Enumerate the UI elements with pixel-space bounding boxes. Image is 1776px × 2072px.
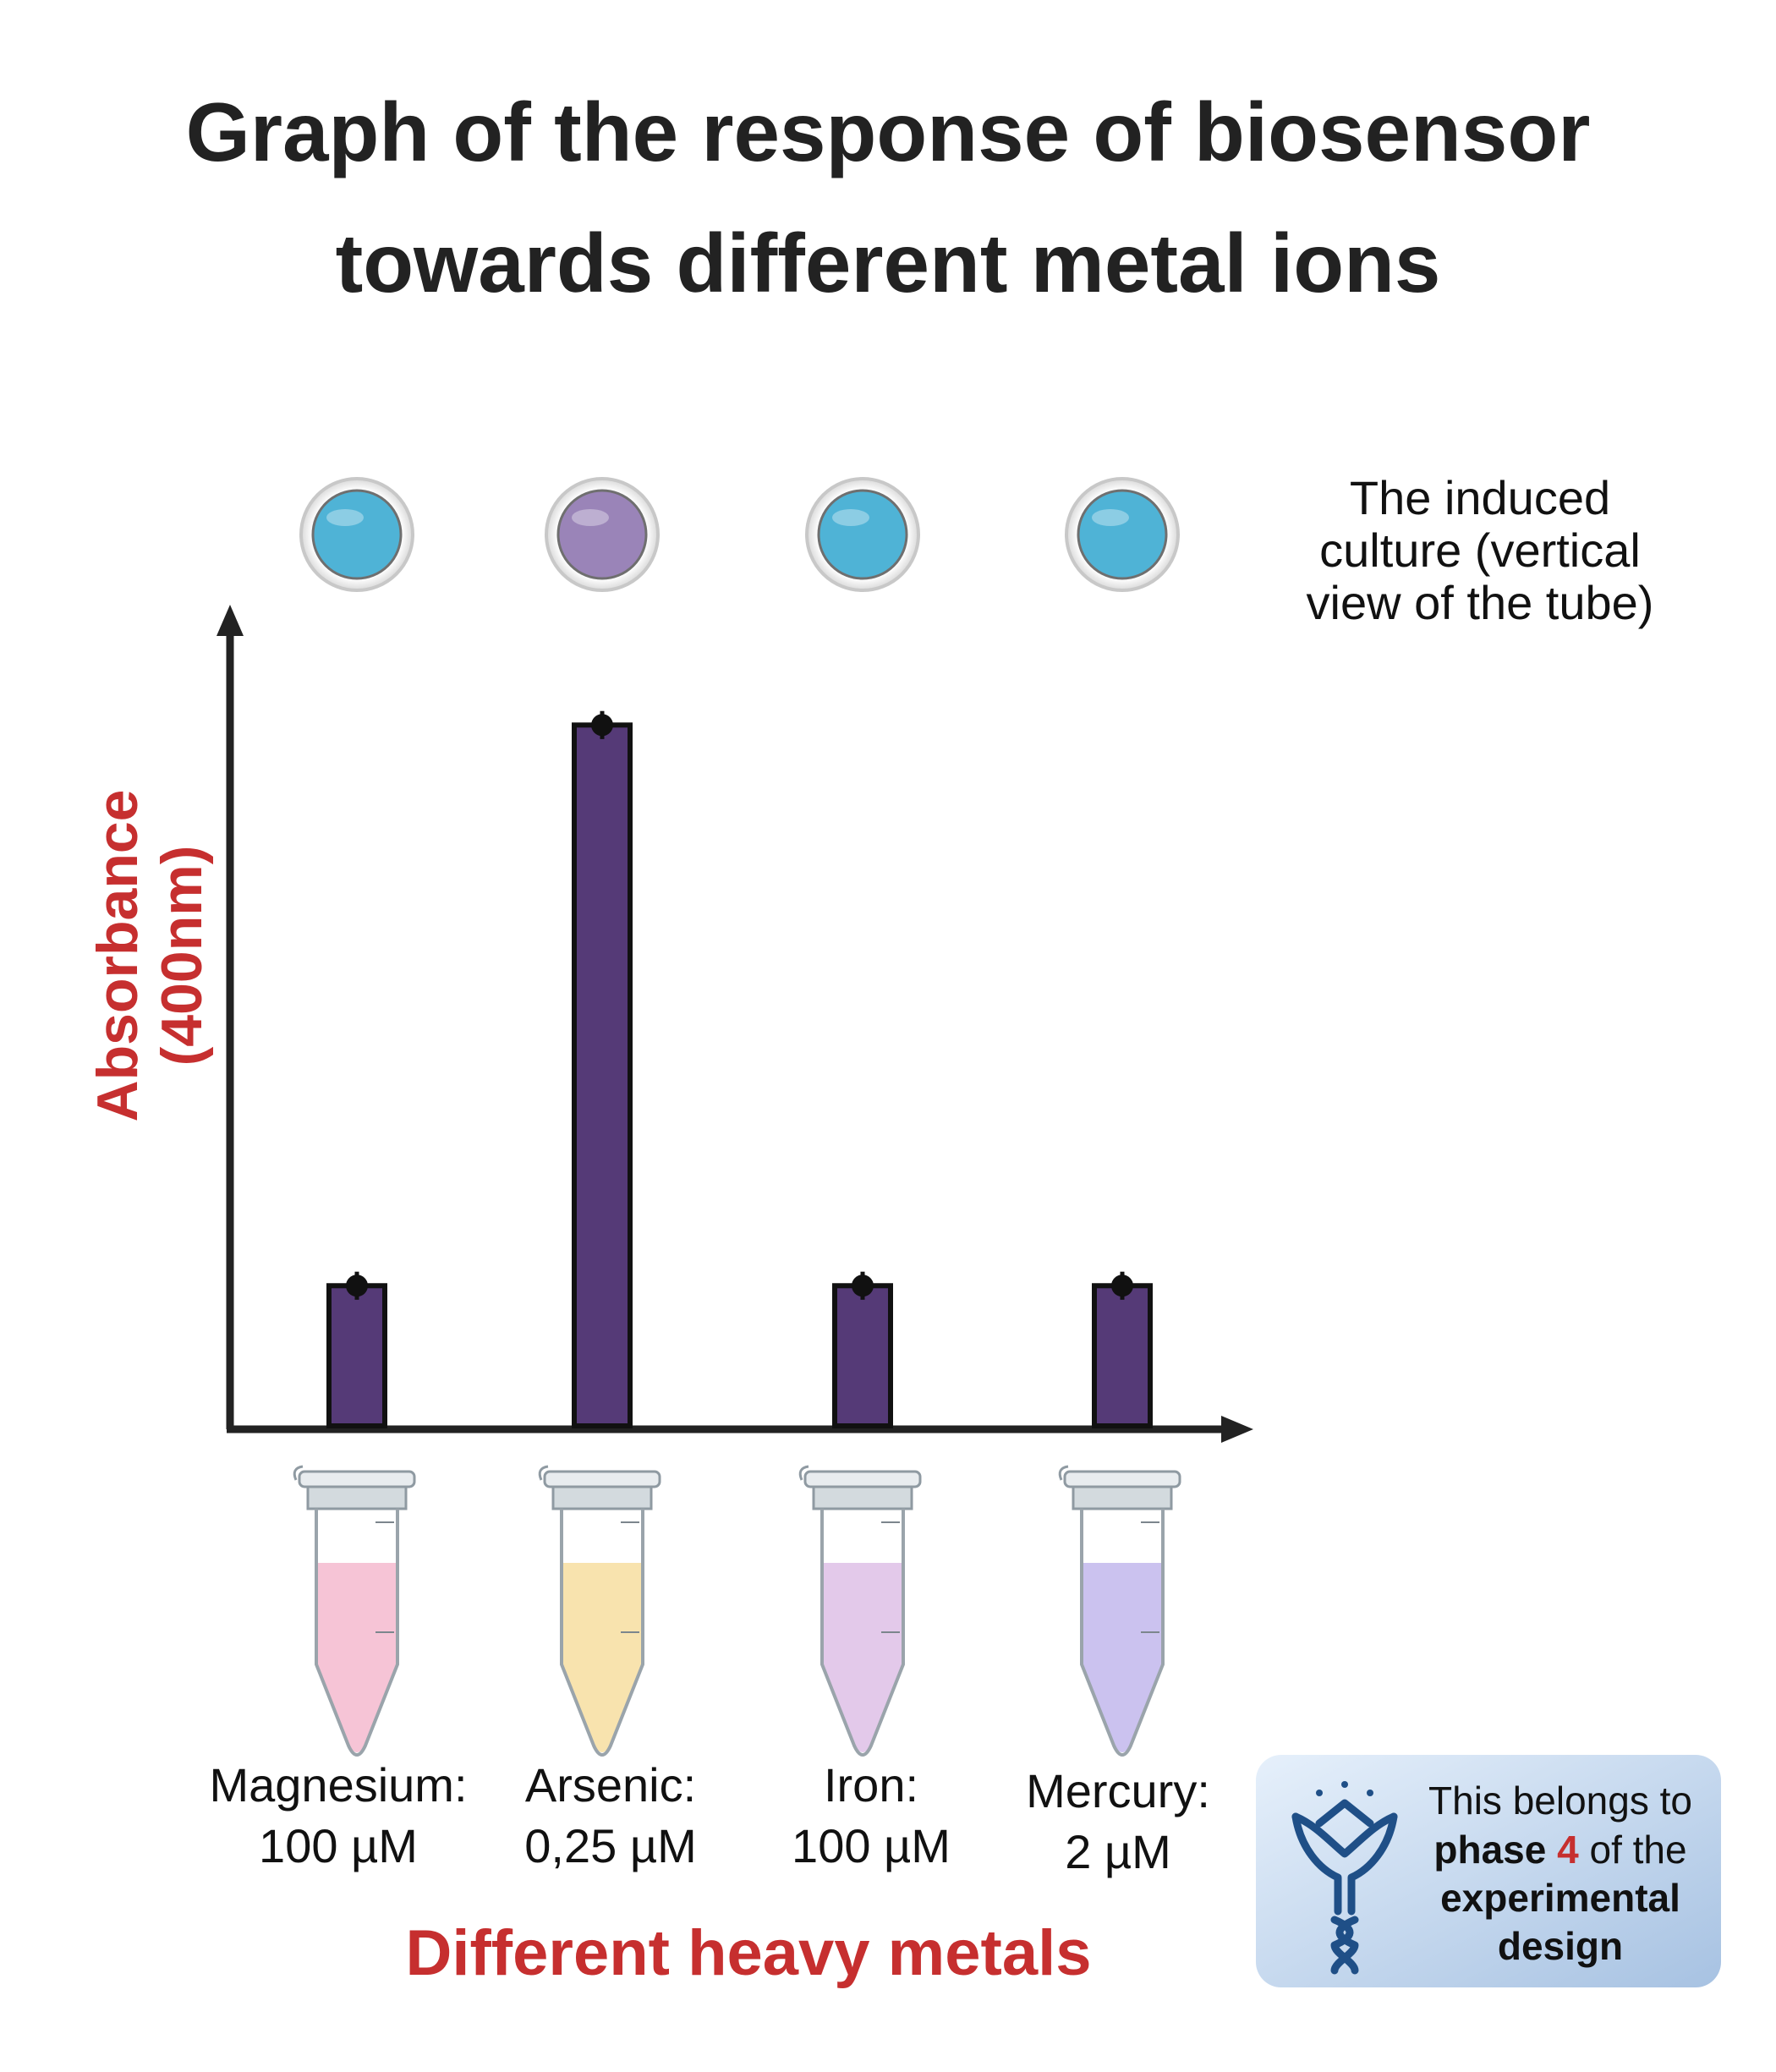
- category-label-name-1: Arsenic:: [525, 1758, 696, 1812]
- tube-cap-hinge-0: [293, 1465, 304, 1481]
- tube-liquid-0: [318, 1563, 396, 1752]
- culture-dishes-group: [299, 477, 1180, 592]
- phase-note-line-2: phase 4 of the: [1433, 1828, 1686, 1872]
- culture-annotation-line-2: culture (vertical: [1319, 523, 1641, 577]
- bar-0: [326, 1283, 387, 1428]
- error-point-0: [346, 1274, 368, 1297]
- tube-1: [538, 1465, 661, 1757]
- tube-cap-0: [298, 1470, 416, 1488]
- culture-liquid-1: [556, 489, 648, 580]
- y-axis-label-line-2: (400nm): [150, 846, 214, 1066]
- culture-dish-2: [805, 477, 920, 592]
- bar-1: [572, 722, 633, 1428]
- culture-dish-3: [1065, 477, 1180, 592]
- tube-body-3: [1080, 1509, 1165, 1757]
- bars-group: [326, 722, 1153, 1428]
- phase-note-line-4: design: [1498, 1924, 1623, 1968]
- tube-cap-3: [1063, 1470, 1181, 1488]
- error-bars-group: [346, 710, 1133, 1300]
- tube-liquid-2: [824, 1563, 902, 1752]
- culture-annotation-line-1: The induced: [1350, 471, 1610, 524]
- axes: [217, 605, 1253, 1443]
- tube-body-2: [820, 1509, 905, 1757]
- category-labels-group: Magnesium: 100 µM Arsenic: 0,25 µM Iron: 100 …: [209, 1758, 1209, 1878]
- category-label-conc-2: 100 µM: [792, 1819, 951, 1872]
- phase-note-box: This belongs to phase 4 of the experimen…: [1256, 1755, 1721, 1987]
- tube-collar-2: [812, 1485, 913, 1510]
- tube-2: [798, 1465, 922, 1757]
- category-label-conc-1: 0,25 µM: [524, 1819, 696, 1872]
- culture-highlight-0: [326, 509, 364, 526]
- phase-note-of-the: of the: [1579, 1828, 1687, 1872]
- bar-3: [1092, 1283, 1153, 1428]
- culture-liquid-2: [817, 489, 908, 580]
- culture-dish-0: [299, 477, 414, 592]
- y-axis-label-line-1: Absorbance: [85, 790, 150, 1122]
- tube-3: [1058, 1465, 1181, 1757]
- category-label-conc-3: 2 µM: [1065, 1825, 1171, 1878]
- bar-2: [832, 1283, 893, 1428]
- error-point-1: [591, 714, 613, 737]
- x-axis-arrowhead: [1221, 1416, 1253, 1443]
- tube-0: [293, 1465, 416, 1757]
- culture-dish-1: [545, 477, 660, 592]
- tube-cap-2: [803, 1470, 922, 1488]
- error-point-2: [852, 1274, 874, 1297]
- tube-cap-hinge-3: [1058, 1465, 1069, 1481]
- phase-note-phase-word: phase: [1433, 1828, 1557, 1872]
- flower-dna-logo-icon: [1291, 1781, 1398, 1975]
- chart-title-line-2: towards different metal ions: [336, 217, 1441, 310]
- tube-collar-3: [1072, 1485, 1173, 1510]
- phase-note-line-1: This belongs to: [1428, 1779, 1692, 1823]
- phase-note-background: [1256, 1755, 1721, 1987]
- tube-collar-0: [306, 1485, 408, 1510]
- tube-body-1: [560, 1509, 644, 1757]
- category-label-conc-0: 100 µM: [259, 1819, 418, 1872]
- error-point-3: [1111, 1274, 1133, 1297]
- category-label-name-0: Magnesium:: [209, 1758, 467, 1812]
- culture-liquid-3: [1077, 489, 1168, 580]
- tube-body-0: [315, 1509, 399, 1757]
- culture-highlight-3: [1092, 509, 1129, 526]
- tube-collar-1: [551, 1485, 653, 1510]
- x-axis-label: Different heavy metals: [406, 1917, 1092, 1989]
- phase-note-number: 4: [1557, 1828, 1579, 1872]
- chart-title-line-1: Graph of the response of biosensor: [186, 85, 1591, 178]
- tube-cap-1: [543, 1470, 661, 1488]
- category-label-name-2: Iron:: [824, 1758, 918, 1812]
- phase-note-line-3: experimental: [1440, 1876, 1680, 1920]
- category-label-name-3: Mercury:: [1026, 1764, 1210, 1817]
- tube-cap-hinge-2: [798, 1465, 809, 1481]
- culture-highlight-2: [832, 509, 869, 526]
- y-axis-arrowhead: [217, 605, 244, 636]
- culture-highlight-1: [572, 509, 609, 526]
- tubes-group: [293, 1465, 1181, 1757]
- culture-liquid-0: [311, 489, 403, 580]
- tube-cap-hinge-1: [538, 1465, 549, 1481]
- tube-liquid-3: [1083, 1563, 1161, 1752]
- culture-annotation-line-3: view of the tube): [1307, 576, 1654, 629]
- tube-liquid-1: [563, 1563, 641, 1752]
